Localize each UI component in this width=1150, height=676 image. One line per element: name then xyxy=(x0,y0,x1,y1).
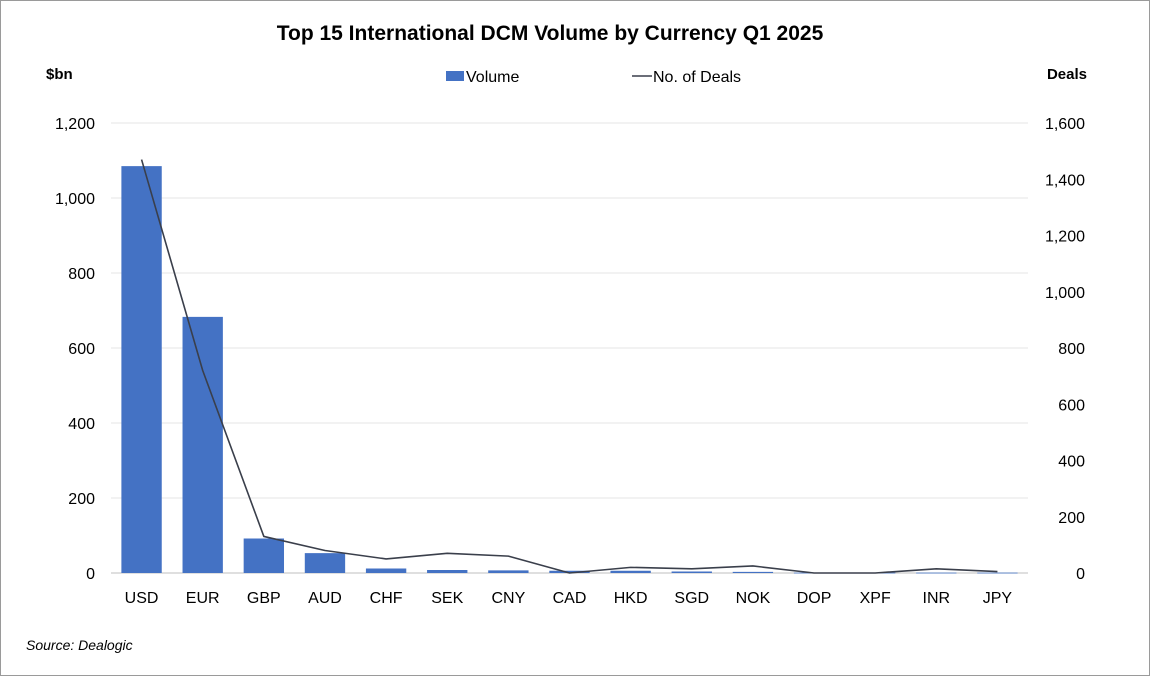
legend: Volume No. of Deals xyxy=(446,69,741,86)
category-label-aud: AUD xyxy=(308,590,342,607)
volume-bar-aud xyxy=(304,553,346,573)
left-axis-ticks: 0 200 400 600 800 1,000 1,200 xyxy=(55,116,95,583)
right-tick-label: 600 xyxy=(1058,397,1085,414)
volume-bar-chf xyxy=(365,568,407,573)
volume-bar-nok xyxy=(732,571,774,573)
volume-bars xyxy=(121,166,1018,574)
volume-bar-usd xyxy=(121,166,162,573)
volume-bar-sgd xyxy=(671,571,712,573)
volume-bar-sek xyxy=(427,570,468,573)
left-tick-label: 1,200 xyxy=(55,116,95,133)
right-tick-label: 200 xyxy=(1058,510,1085,527)
chart-title: Top 15 International DCM Volume by Curre… xyxy=(277,22,824,45)
right-axis-ticks: 0 200 400 600 800 1,000 1,200 1,400 1,600 xyxy=(1045,116,1085,583)
volume-bar-cad xyxy=(549,570,590,573)
deals-line-path xyxy=(140,159,998,574)
category-label-nok: NOK xyxy=(736,590,771,607)
category-label-dop: DOP xyxy=(797,590,832,607)
left-tick-label: 600 xyxy=(68,341,95,358)
category-label-chf: CHF xyxy=(370,590,403,607)
left-tick-label: 0 xyxy=(86,566,95,583)
category-label-gbp: GBP xyxy=(247,590,281,607)
right-tick-label: 1,600 xyxy=(1045,116,1085,133)
category-label-usd: USD xyxy=(125,590,159,607)
category-label-eur: EUR xyxy=(186,590,220,607)
legend-volume-swatch xyxy=(446,71,464,81)
source-note: Source: Dealogic xyxy=(26,637,133,653)
volume-bar-hkd xyxy=(610,570,651,573)
right-tick-label: 1,400 xyxy=(1045,172,1085,189)
left-axis-label: $bn xyxy=(46,66,73,83)
left-tick-label: 800 xyxy=(68,266,95,283)
volume-bar-eur xyxy=(182,316,223,573)
right-tick-label: 1,000 xyxy=(1045,285,1085,302)
category-label-xpf: XPF xyxy=(860,590,891,607)
category-label-jpy: JPY xyxy=(983,590,1013,607)
legend-deals-label: No. of Deals xyxy=(653,69,741,86)
left-tick-label: 200 xyxy=(68,491,95,508)
right-tick-label: 800 xyxy=(1058,341,1085,358)
right-axis-label: Deals xyxy=(1047,66,1087,83)
x-axis-ticks: USD EUR GBP AUD CHF SEK CNY CAD HKD SGD NOK DOP XPF I… xyxy=(125,590,1013,607)
category-label-inr: INR xyxy=(923,590,951,607)
legend-volume-label: Volume xyxy=(466,69,519,86)
left-tick-label: 400 xyxy=(68,416,95,433)
deals-line xyxy=(140,159,998,574)
gridlines xyxy=(111,122,1028,574)
volume-bar-jpy xyxy=(977,572,1018,574)
volume-bar-inr xyxy=(916,572,957,574)
category-label-sek: SEK xyxy=(431,590,463,607)
volume-bar-gbp xyxy=(243,538,285,573)
right-tick-label: 1,200 xyxy=(1045,229,1085,246)
category-label-sgd: SGD xyxy=(674,590,709,607)
category-label-hkd: HKD xyxy=(614,590,648,607)
right-tick-label: 0 xyxy=(1076,566,1085,583)
category-label-cny: CNY xyxy=(491,590,525,607)
category-label-cad: CAD xyxy=(553,590,587,607)
right-tick-label: 400 xyxy=(1058,454,1085,471)
volume-bar-cny xyxy=(488,570,529,573)
left-tick-label: 1,000 xyxy=(55,191,95,208)
